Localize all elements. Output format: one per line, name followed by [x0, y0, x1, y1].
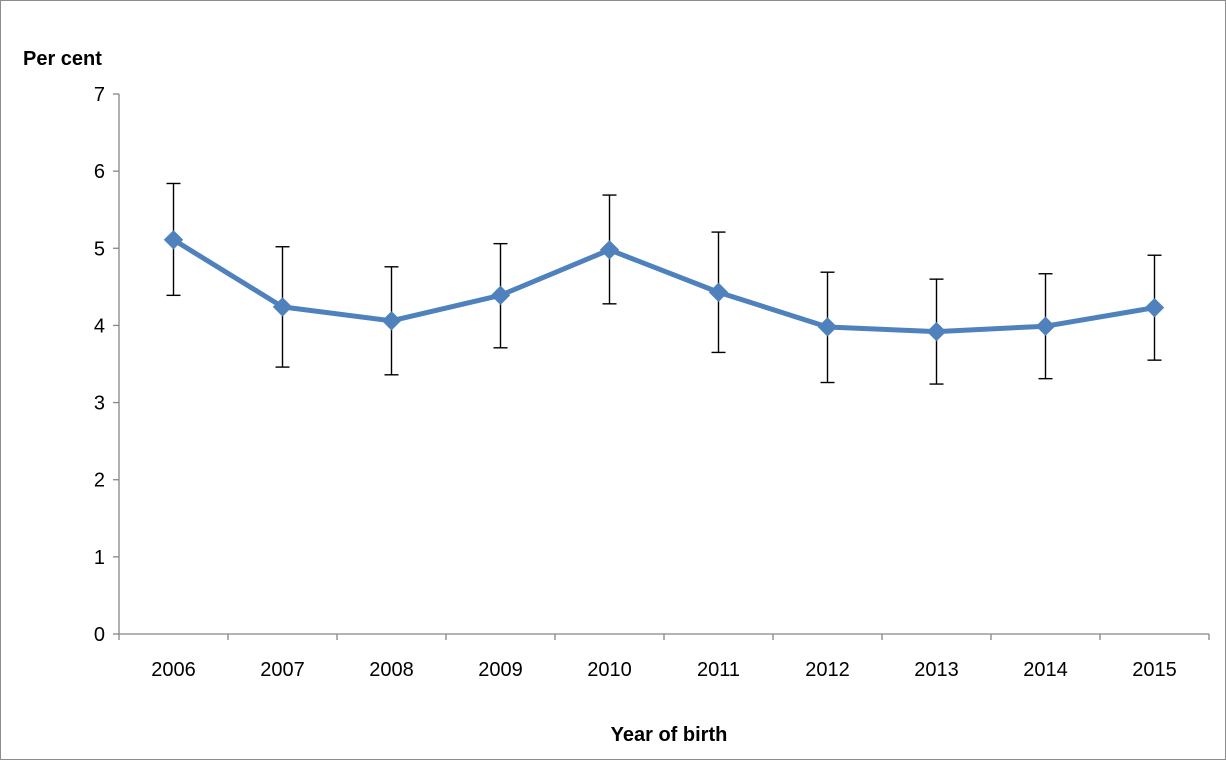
error-bars: [166, 182, 1162, 385]
y-tick-label: 7: [94, 84, 105, 106]
data-point-marker: [163, 230, 184, 250]
x-tick-label: 2010: [587, 659, 632, 681]
x-axis-title: Year of birth: [611, 724, 728, 746]
data-point-marker: [817, 317, 838, 337]
data-point-marker: [708, 282, 729, 302]
data-point-marker: [490, 285, 511, 306]
x-tick-label: 2008: [369, 659, 414, 681]
y-tick-label: 5: [94, 238, 105, 260]
y-tick-label: 0: [94, 624, 105, 646]
x-tick-label: 2009: [478, 659, 523, 681]
y-tick-label: 4: [94, 315, 105, 337]
data-point-marker: [926, 321, 947, 342]
data-point-marker: [599, 240, 620, 260]
x-tick-label: 2012: [805, 659, 850, 681]
x-tick-label: 2015: [1132, 659, 1177, 681]
y-tick-label: 3: [94, 393, 105, 415]
x-tick-label: 2013: [914, 659, 959, 681]
data-point-marker: [1035, 316, 1056, 336]
series: [163, 230, 1165, 342]
x-tick-label: 2007: [260, 659, 305, 681]
series-line: [172, 237, 1155, 335]
y-tick-label: 2: [94, 470, 105, 492]
x-tick-label: 2006: [151, 659, 196, 681]
axes: 0 1 2 3 4 5 6 7 2006 2007 2008 2009 2010 2011 2012 2013…: [94, 84, 1210, 681]
x-tick-label: 2011: [697, 659, 740, 681]
y-axis-title: Per cent: [23, 48, 102, 70]
x-tick-label: 2014: [1023, 659, 1068, 681]
data-point-marker: [381, 311, 402, 331]
data-point-marker: [272, 297, 293, 317]
data-point-marker: [1144, 297, 1165, 318]
y-tick-label: 6: [94, 161, 105, 183]
y-tick-label: 1: [94, 547, 105, 569]
